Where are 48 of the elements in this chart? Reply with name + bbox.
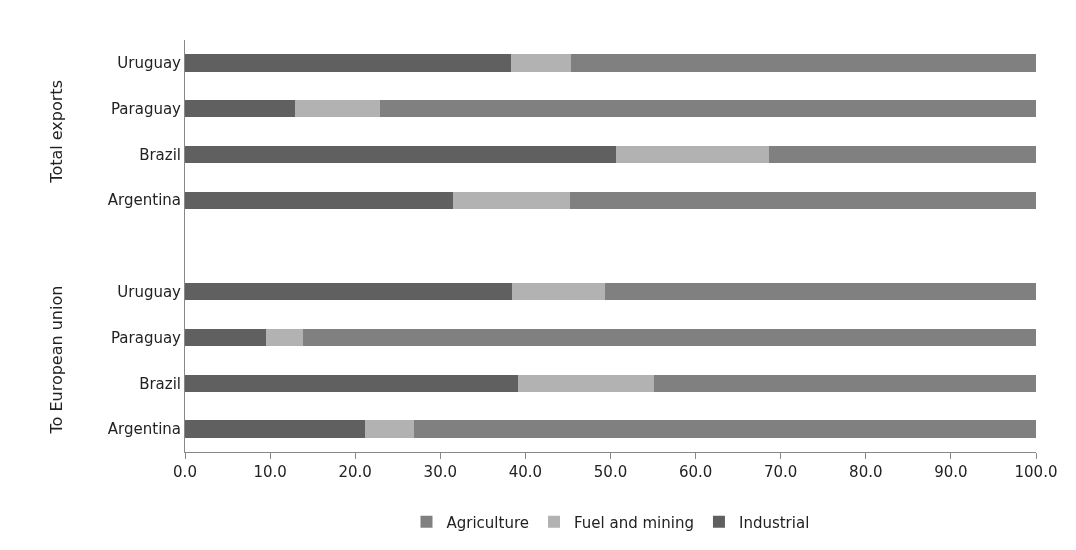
bar xyxy=(185,283,512,301)
bar xyxy=(413,420,1036,438)
bar xyxy=(571,54,1036,72)
bar xyxy=(569,191,1036,209)
bar xyxy=(265,328,304,347)
bar xyxy=(604,283,1036,301)
bar xyxy=(185,191,454,209)
x-tick-label: 60.0 xyxy=(678,463,713,481)
bar xyxy=(185,420,366,438)
x-tick-label: 80.0 xyxy=(849,463,883,481)
y-tick-label: Uruguay xyxy=(117,54,182,73)
legend-label: Industrial xyxy=(738,513,810,532)
bar xyxy=(303,328,1036,347)
bar xyxy=(185,328,266,347)
x-tick-label: 10.0 xyxy=(253,463,287,481)
x-tick-label: 90.0 xyxy=(934,463,968,481)
bar xyxy=(653,374,1036,393)
x-tick-label: 30.0 xyxy=(423,463,457,481)
bar xyxy=(510,54,572,72)
bar xyxy=(185,374,518,393)
bar xyxy=(185,145,616,164)
y-tick-label: Paraguay xyxy=(110,328,182,347)
y-tick-label: Argentina xyxy=(107,420,181,439)
x-tick-label: 100.0 xyxy=(1014,463,1058,481)
text: Total exports xyxy=(46,80,66,184)
y-tick-label: Brazil xyxy=(139,145,181,164)
text: To European union xyxy=(46,285,66,435)
y-tick-label: Brazil xyxy=(139,374,181,393)
y-tick-label: Uruguay xyxy=(117,283,182,302)
bar xyxy=(185,54,511,72)
y-tick-label: Argentina xyxy=(107,191,181,210)
bar xyxy=(511,283,605,301)
bar xyxy=(379,99,1036,118)
x-tick-label: 0.0 xyxy=(173,463,197,481)
bar xyxy=(185,99,295,118)
x-tick-label: 50.0 xyxy=(593,463,628,481)
bar xyxy=(768,145,1036,164)
legend-label: Fuel and mining xyxy=(574,513,694,532)
bar xyxy=(453,191,570,209)
x-tick-label: 20.0 xyxy=(338,463,372,481)
bar xyxy=(615,145,769,164)
bar xyxy=(365,420,414,438)
y-tick-label: Paraguay xyxy=(110,99,182,118)
legend-label: Agriculture xyxy=(446,513,529,532)
x-tick-label: 40.0 xyxy=(508,463,543,481)
x-tick-label: 70.0 xyxy=(764,463,798,481)
bar xyxy=(294,99,380,118)
bar xyxy=(517,374,654,393)
